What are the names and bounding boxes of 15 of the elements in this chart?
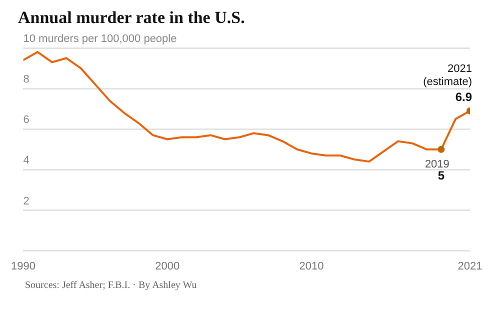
- y-tick-label: 2: [23, 195, 30, 208]
- source-note: Sources: Jeff Asher; F.B.I. · By Ashley Wu: [25, 280, 198, 291]
- y-tick-label: 8: [23, 74, 30, 86]
- x-tick-label: 2010: [299, 260, 324, 272]
- x-tick-label: 2021: [458, 260, 482, 272]
- data-label: 5: [438, 168, 445, 182]
- data-label: 6.9: [455, 90, 472, 104]
- chart-title: Annual murder rate in the U.S.: [18, 8, 246, 28]
- x-tick-label: 2000: [155, 260, 180, 272]
- y-tick-label: 6: [23, 114, 30, 126]
- y-tick-label: 4: [23, 154, 30, 167]
- y-tick-label: 10 murders per 100,000 people: [23, 33, 177, 46]
- x-tick-label: 1990: [10, 260, 36, 272]
- annotation: 2019: [424, 158, 450, 170]
- annotation: 2021 (estimate): [423, 62, 472, 88]
